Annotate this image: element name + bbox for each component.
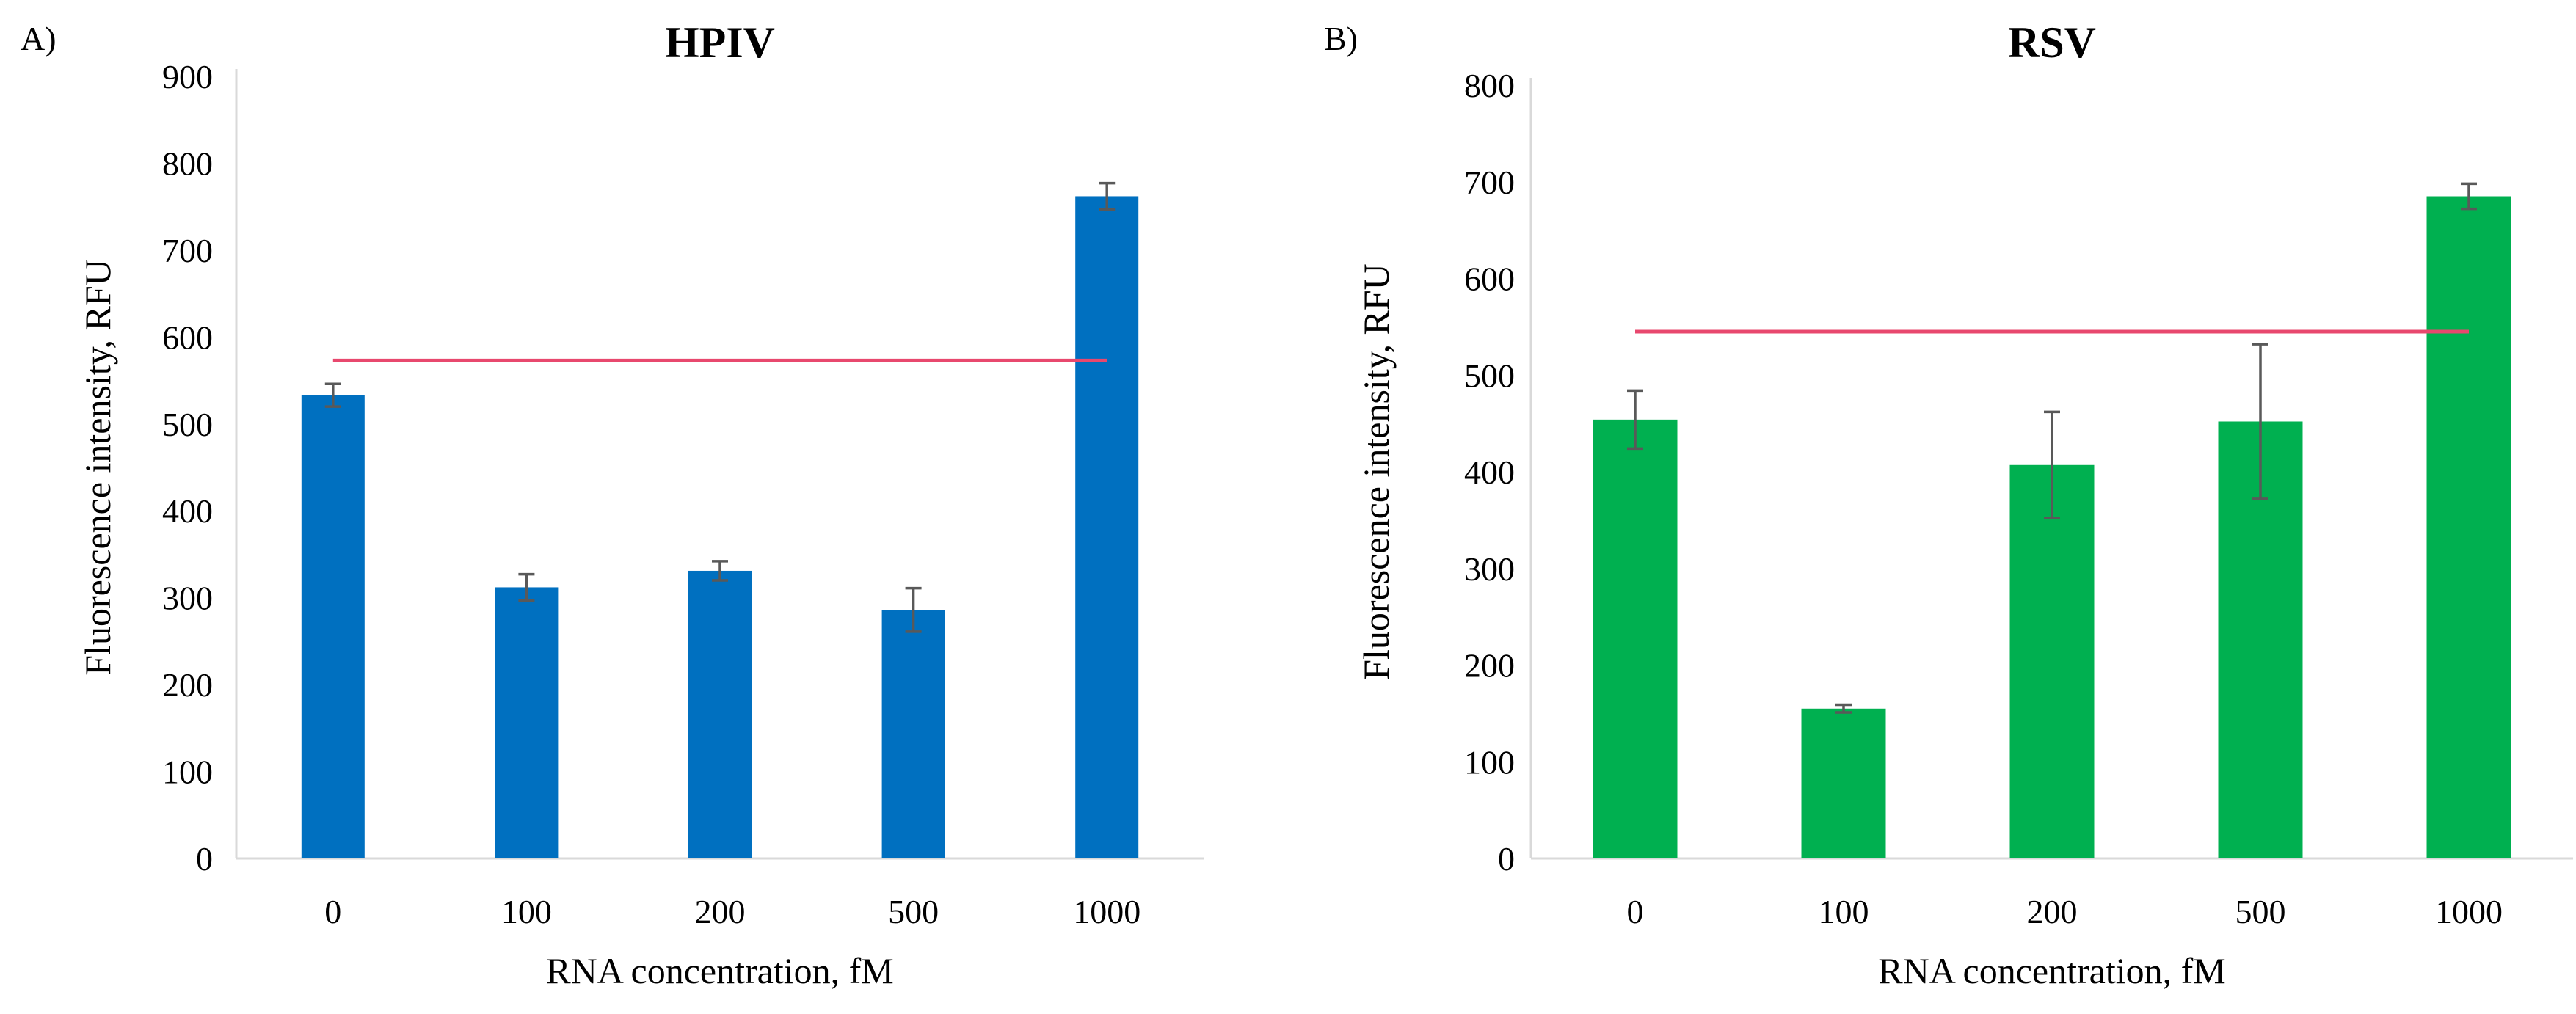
x-tick-label: 1000 xyxy=(1073,893,1140,930)
y-tick-label: 500 xyxy=(1464,357,1515,394)
error-bar-0 xyxy=(1627,389,1643,451)
error-bar-1000 xyxy=(2461,182,2477,211)
error-bar-1000 xyxy=(1099,181,1116,211)
bar-100 xyxy=(1801,708,1886,858)
bar-500 xyxy=(881,610,945,858)
error-bar-500 xyxy=(2252,343,2268,500)
y-tick-label: 200 xyxy=(162,666,213,704)
y-tick-label: 600 xyxy=(1464,260,1515,298)
x-tick-label: 500 xyxy=(888,893,939,930)
y-tick-label: 300 xyxy=(162,580,213,617)
chart-title: HPIV xyxy=(665,18,775,67)
y-tick-label: 200 xyxy=(1464,647,1515,685)
bar-0 xyxy=(1593,419,1678,858)
y-tick-label: 600 xyxy=(162,318,213,356)
bar-200 xyxy=(2009,464,2095,858)
x-tick-label: 200 xyxy=(2027,893,2078,930)
panel-label: A) xyxy=(21,20,57,57)
y-tick-label: 300 xyxy=(1464,550,1515,588)
error-bar-200 xyxy=(2044,410,2060,519)
bar-200 xyxy=(688,570,752,858)
y-tick-label: 800 xyxy=(1464,67,1515,104)
x-tick-label: 0 xyxy=(1627,893,1644,930)
y-tick-label: 500 xyxy=(162,406,213,443)
y-axis-label: Fluorescence intensity, RFU xyxy=(77,259,118,676)
chart-panel-0: A) HPIV 0 100 200 300 400 500 600 700 800 900 0 100 20… xyxy=(21,18,1204,991)
y-tick-label: 100 xyxy=(1464,743,1515,781)
error-bar-0 xyxy=(324,382,341,408)
y-tick-label: 800 xyxy=(162,145,213,182)
y-tick-label: 900 xyxy=(162,58,213,95)
y-tick-label: 0 xyxy=(1498,840,1515,878)
y-tick-label: 100 xyxy=(162,754,213,791)
y-tick-label: 0 xyxy=(196,840,213,878)
chart-panel-1: B) RSV 0 100 200 300 400 500 600 700 800 0 100 200 500… xyxy=(1324,18,2573,991)
y-tick-label: 700 xyxy=(162,232,213,269)
error-bar-100 xyxy=(1835,703,1852,714)
chart-title: RSV xyxy=(2008,18,2096,67)
y-tick-label: 400 xyxy=(162,492,213,530)
bar-1000 xyxy=(2426,196,2511,858)
error-bar-200 xyxy=(712,560,728,582)
bar-100 xyxy=(495,587,559,858)
error-bar-100 xyxy=(518,572,535,602)
x-axis-label: RNA concentration, fM xyxy=(1878,950,2226,991)
x-tick-label: 200 xyxy=(695,893,746,930)
x-axis-label: RNA concentration, fM xyxy=(546,950,894,991)
x-tick-label: 500 xyxy=(2235,893,2286,930)
error-bar-500 xyxy=(905,586,922,633)
panel-label: B) xyxy=(1324,20,1358,57)
bar-0 xyxy=(301,395,365,858)
x-tick-label: 100 xyxy=(501,893,552,930)
y-tick-label: 400 xyxy=(1464,453,1515,491)
x-tick-label: 100 xyxy=(1819,893,1869,930)
y-axis-label: Fluorescence intensity, RFU xyxy=(1356,263,1397,680)
x-tick-label: 1000 xyxy=(2435,893,2503,930)
bar-1000 xyxy=(1075,196,1139,858)
y-tick-label: 700 xyxy=(1464,164,1515,201)
x-tick-label: 0 xyxy=(324,893,341,930)
